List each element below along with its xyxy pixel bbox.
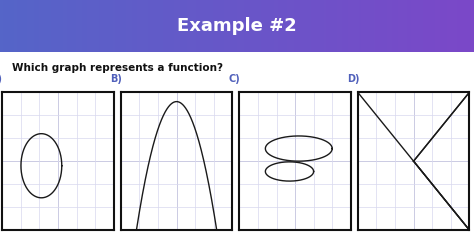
Text: C): C) [228, 74, 240, 84]
Text: A): A) [0, 74, 3, 84]
Text: D): D) [346, 74, 359, 84]
Text: B): B) [110, 74, 122, 84]
Text: Example #2: Example #2 [177, 17, 297, 35]
Text: Which graph represents a function?: Which graph represents a function? [12, 63, 223, 73]
